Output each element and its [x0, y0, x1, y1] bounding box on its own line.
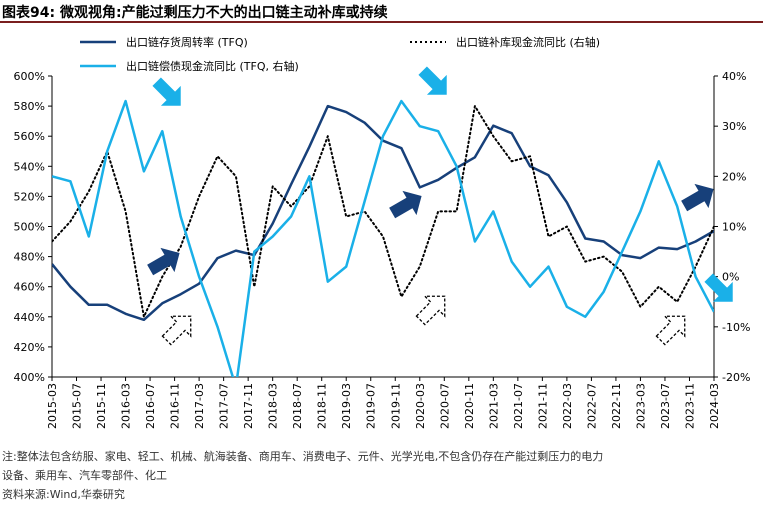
x-tick-label: 2017-03	[193, 383, 206, 429]
x-tick-label: 2015-11	[95, 383, 108, 429]
legend-label-inventory-cf: 出口链补库现金流同比 (右轴)	[456, 35, 600, 49]
x-tick-label: 2016-03	[120, 383, 133, 429]
x-tick-label: 2016-07	[144, 383, 157, 429]
source-line: 资料来源:Wind,华泰研究	[2, 488, 125, 501]
left-tick-label: 580%	[14, 100, 45, 113]
x-tick-label: 2017-11	[242, 383, 255, 429]
figure-title-text: 微观视角:产能过剩压力不大的出口链主动补库或持续	[59, 5, 388, 21]
up-right-arrow-icon	[389, 190, 422, 219]
up-right-arrow-icon	[681, 183, 714, 212]
down-right-arrow-icon	[152, 77, 181, 106]
x-tick-label: 2020-03	[414, 383, 427, 429]
x-tick-label: 2021-11	[536, 383, 549, 429]
x-tick-label: 2015-03	[46, 383, 59, 429]
x-tick-label: 2020-11	[463, 383, 476, 429]
title-underline	[0, 21, 763, 23]
up-right-dashed-arrow-icon	[161, 315, 192, 346]
figure-label: 图表94:	[2, 5, 56, 21]
note-line-2: 设备、乘用车、汽车零部件、化工	[2, 469, 167, 482]
x-tick-label: 2017-07	[218, 383, 231, 429]
left-tick-label: 480%	[14, 251, 45, 264]
x-tick-label: 2024-03	[708, 383, 721, 429]
series-group	[52, 99, 714, 377]
x-tick-label: 2023-07	[659, 383, 672, 429]
x-tick-label: 2018-11	[316, 383, 329, 429]
left-tick-label: 500%	[14, 221, 45, 234]
right-tick-label: 30%	[722, 120, 746, 133]
x-tick-label: 2020-07	[438, 383, 451, 429]
x-tick-label: 2019-11	[389, 383, 402, 429]
left-tick-label: 520%	[14, 190, 45, 203]
legend-label-turnover: 出口链存货周转率 (TFQ)	[126, 35, 248, 49]
x-tick-label: 2018-03	[267, 383, 280, 429]
up-right-arrow-icon	[147, 247, 180, 276]
x-tick-label: 2019-03	[340, 383, 353, 429]
x-tick-label: 2023-11	[683, 383, 696, 429]
figure-title: 图表94: 微观视角:产能过剩压力不大的出口链主动补库或持续	[2, 2, 388, 22]
left-tick-label: 560%	[14, 130, 45, 143]
legend: 出口链存货周转率 (TFQ) 出口链补库现金流同比 (右轴) 出口链偿债现金流同…	[80, 35, 600, 73]
left-tick-label: 600%	[14, 70, 45, 83]
annotation-arrows	[147, 66, 733, 346]
axes: 400% 420% 440% 460% 480% 500% 520% 540% 560% 580%…	[14, 70, 751, 429]
plot-area	[52, 99, 714, 377]
x-tick-label: 2015-07	[71, 383, 84, 429]
x-tick-label: 2022-07	[585, 383, 598, 429]
x-tick-label: 2022-11	[610, 383, 623, 429]
legend-label-repay-cf: 出口链偿债现金流同比 (TFQ, 右轴)	[126, 59, 299, 73]
up-right-dashed-arrow-icon	[415, 295, 446, 326]
left-tick-label: 540%	[14, 160, 45, 173]
right-tick-label: 20%	[722, 170, 746, 183]
x-tick-label: 2022-03	[561, 383, 574, 429]
right-tick-label: 40%	[722, 70, 746, 83]
up-right-dashed-arrow-icon	[655, 315, 686, 346]
x-tick-label: 2016-11	[169, 383, 182, 429]
left-tick-label: 440%	[14, 311, 45, 324]
left-tick-label: 460%	[14, 281, 45, 294]
note-line-1: 注:整体法包含纺服、家电、轻工、机械、航海装备、商用车、消费电子、元件、光学光电…	[2, 450, 604, 463]
down-right-arrow-icon	[704, 273, 733, 302]
repay-cf-line	[52, 99, 714, 377]
down-right-arrow-icon	[418, 66, 447, 95]
left-tick-label: 420%	[14, 341, 45, 354]
x-tick-label: 2019-07	[365, 383, 378, 429]
right-tick-label: -10%	[722, 321, 750, 334]
right-tick-label: -20%	[722, 371, 750, 384]
x-tick-label: 2023-03	[634, 383, 647, 429]
inventory-cf-line	[52, 105, 714, 318]
left-tick-label: 400%	[14, 371, 45, 384]
x-tick-label: 2021-03	[487, 383, 500, 429]
x-tick-label: 2018-07	[291, 383, 304, 429]
chart: 出口链存货周转率 (TFQ) 出口链补库现金流同比 (右轴) 出口链偿债现金流同…	[14, 35, 751, 429]
x-tick-label: 2021-07	[512, 383, 525, 429]
figure-title-bar: 图表94: 微观视角:产能过剩压力不大的出口链主动补库或持续	[0, 0, 763, 23]
right-tick-label: 0%	[722, 271, 739, 284]
right-tick-label: 10%	[722, 221, 746, 234]
